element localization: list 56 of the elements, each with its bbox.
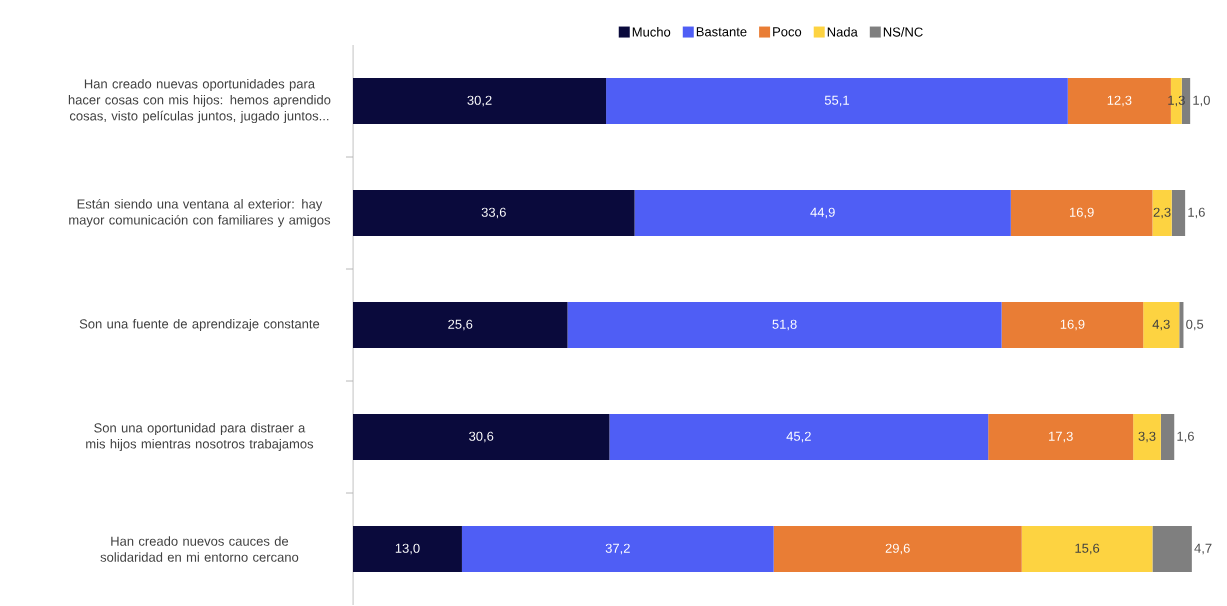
legend-label: NS/NC [883,27,923,37]
bar [353,414,610,461]
data-label: 13,0 [395,543,420,555]
bar [1171,190,1186,237]
bar [461,526,774,573]
data-label: 16,9 [1060,319,1085,331]
y-tick-label: Han creado nuevos cauces de solidaridad en mi entorno cercano [100,536,299,562]
data-label: 55,1 [824,95,849,107]
bar [1021,526,1153,573]
data-label: 15,6 [1075,543,1100,555]
data-label: 51,8 [772,319,797,331]
legend-label: Poco [773,27,802,37]
data-label: 12,3 [1107,95,1132,107]
data-label: 3,3 [1138,431,1156,443]
data-label: 4,3 [1152,319,1170,331]
data-label: 25,6 [448,319,473,331]
bar [988,414,1134,461]
data-label: 30,2 [467,95,492,107]
y-tick-label: Están siendo una ventana al exterior: hay mayor comunicación con familiares y amigos [69,198,331,228]
bar [634,190,1011,237]
bar [353,526,462,573]
bar [1143,302,1180,348]
y-tick-label: Son una oportunidad para distraer a mis hijos mientras nosotros trabajamos [86,422,314,452]
bar [353,78,607,125]
data-label: 1,6 [1188,207,1205,219]
bar [606,78,1068,125]
legend-label: Mucho [632,27,671,37]
bar [567,302,1002,348]
bar [773,526,1022,573]
bar [353,190,635,237]
bar [1152,190,1172,237]
bar [1001,302,1144,348]
bar [609,414,989,461]
bar [1133,414,1161,461]
data-label: 45,2 [786,431,811,443]
bar [1179,302,1184,348]
bar [1152,526,1192,573]
data-label: 29,6 [885,543,910,555]
data-label: 2,3 [1153,207,1171,219]
legend-label: Bastante [696,27,747,37]
data-label: 16,9 [1069,207,1094,219]
data-label: 30,6 [469,431,494,443]
data-label: 0,5 [1186,319,1204,331]
data-label: 1,6 [1177,431,1194,443]
y-tick-label: Son una fuente de aprendizaje constante [79,318,320,332]
bar [1010,190,1153,237]
y-tick-label: Han creado nuevas oportunidades para hacer cosas con mis hijos: hemos aprendido cosas, visto películas juntos, jugado juntos... [68,78,331,124]
data-label: 33,6 [481,207,506,219]
data-label: 1,0 [1193,95,1210,107]
data-label: 4,7 [1194,543,1212,555]
legend-label: Nada [827,27,858,37]
bar [353,302,568,348]
data-label: 44,9 [810,207,835,219]
data-label: 37,2 [605,543,630,555]
data-label: 17,3 [1049,431,1073,443]
bar [1160,414,1175,461]
